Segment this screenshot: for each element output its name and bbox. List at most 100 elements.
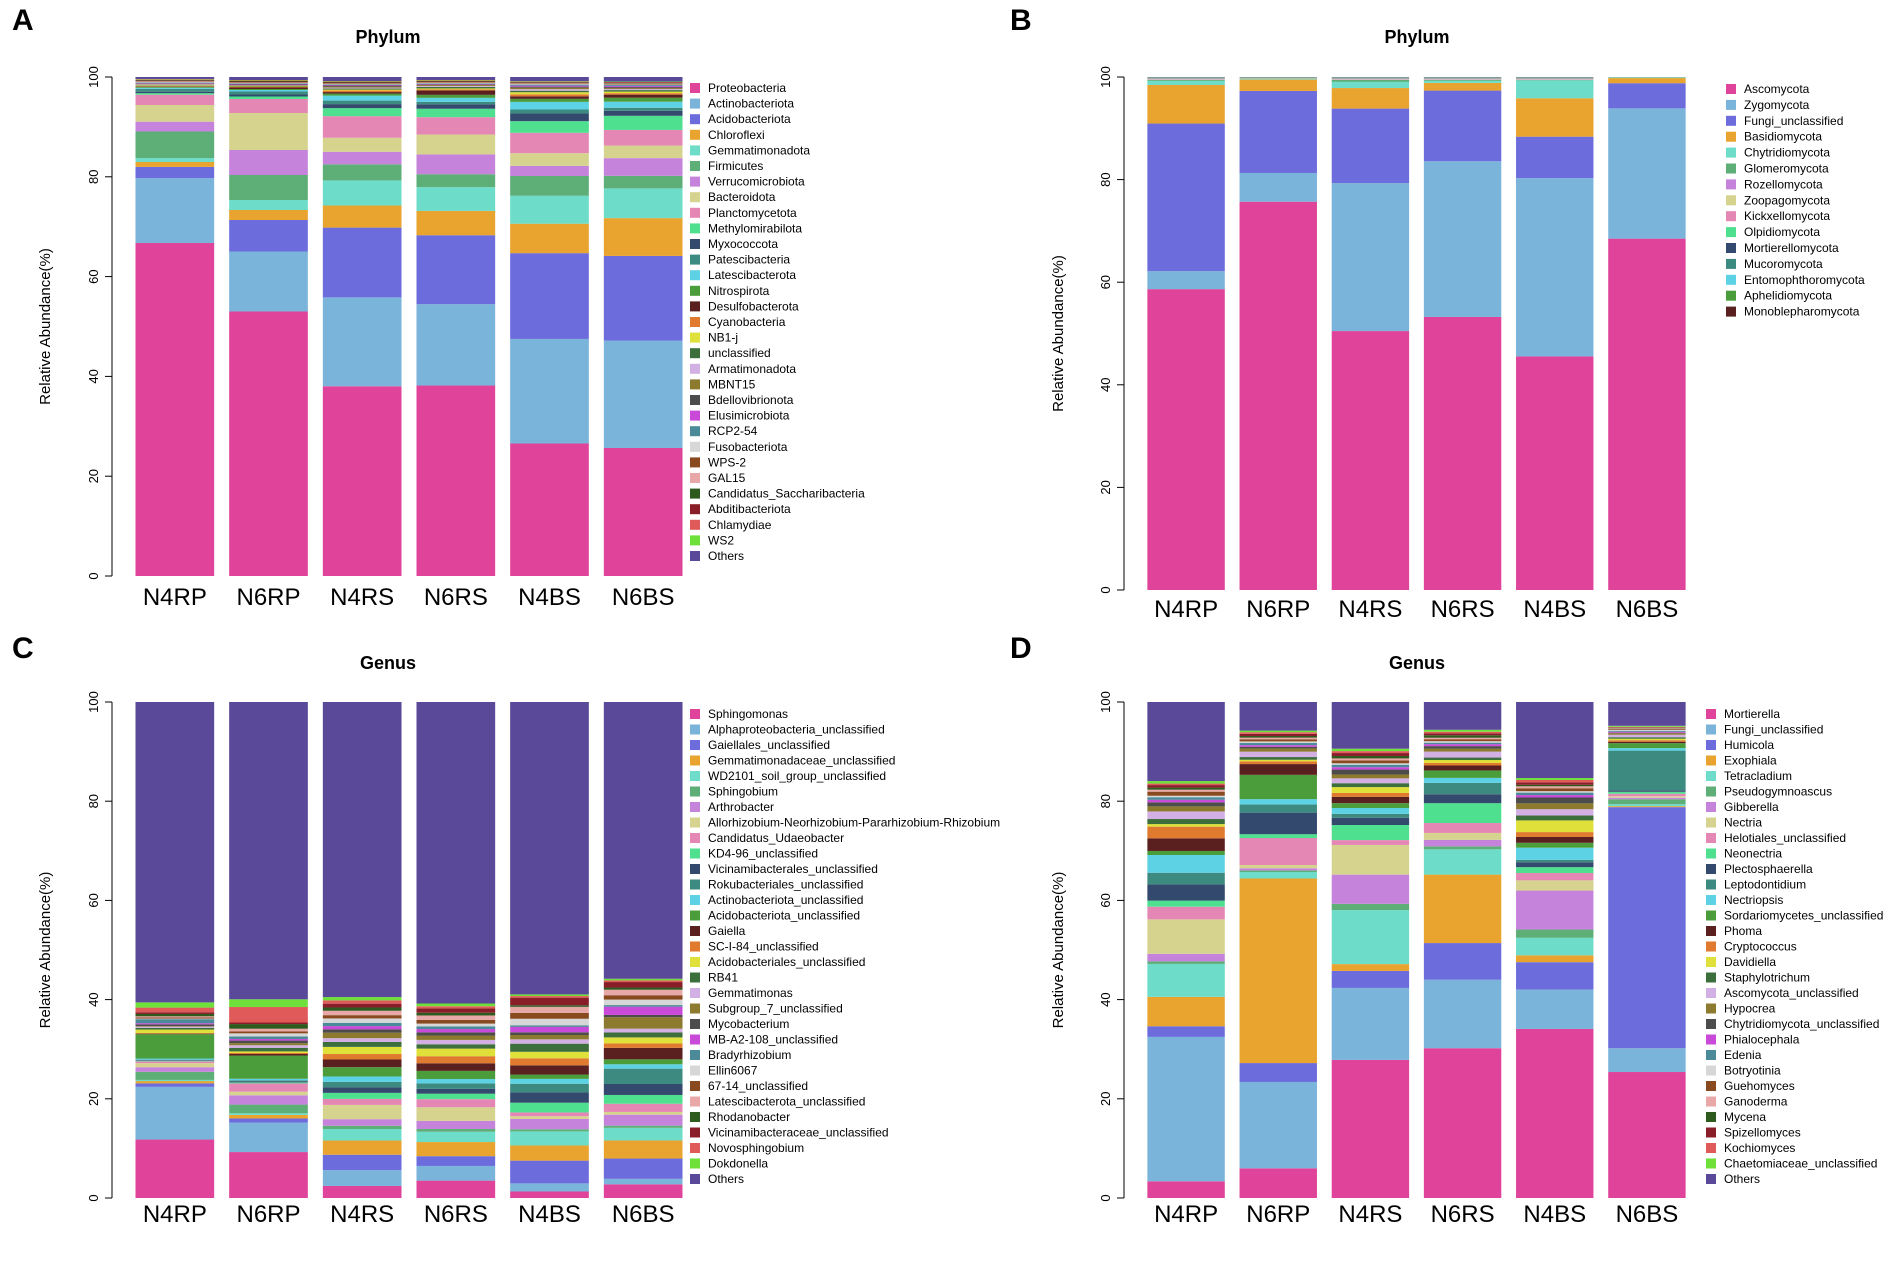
bar-segment xyxy=(229,85,308,86)
legend-label: Sordariomycetes_unclassified xyxy=(1724,909,1883,923)
legend-label: Exophiala xyxy=(1724,754,1777,768)
bar-segment xyxy=(1147,797,1225,800)
legend-swatch xyxy=(690,285,700,296)
legend-swatch xyxy=(1706,1019,1716,1029)
legend-swatch xyxy=(1706,771,1716,781)
bar-segment xyxy=(229,83,308,84)
legend-swatch xyxy=(690,833,700,843)
legend-swatch xyxy=(1706,786,1716,797)
bar-segment xyxy=(1608,1048,1686,1073)
y-tick-label: 20 xyxy=(1098,1092,1113,1106)
bar-segment xyxy=(1423,733,1502,736)
bar-segment xyxy=(1147,289,1225,590)
bar-segment xyxy=(1147,785,1225,788)
bar-segment xyxy=(135,1026,215,1028)
bar-segment xyxy=(416,1048,496,1057)
bar-segment xyxy=(416,79,496,81)
bar-segment xyxy=(229,1040,308,1044)
bar-segment xyxy=(603,1103,683,1112)
x-tick-label: N6RS xyxy=(1431,1201,1495,1228)
legend-swatch xyxy=(690,457,700,468)
bar-segment xyxy=(1423,757,1502,761)
bar-segment xyxy=(603,978,683,981)
bar-segment xyxy=(322,1022,402,1027)
bar-segment xyxy=(510,1051,589,1059)
bar-segment xyxy=(510,85,589,87)
bar-segment xyxy=(135,86,215,88)
bar-segment xyxy=(603,982,683,988)
legend-swatch xyxy=(1706,972,1716,983)
bar-segment xyxy=(603,81,683,83)
bar-segment xyxy=(1423,846,1502,850)
y-tick-label: 20 xyxy=(86,469,101,483)
bar-segment xyxy=(229,82,308,83)
bar-segment xyxy=(1423,702,1502,730)
y-tick-label: 0 xyxy=(1098,586,1113,593)
bar-segment xyxy=(1331,987,1410,1060)
bar-segment xyxy=(416,1056,496,1064)
legend-swatch xyxy=(690,1158,700,1169)
y-tick-label: 0 xyxy=(86,1194,101,1201)
legend-label: WPS-2 xyxy=(708,455,746,469)
bar-segment xyxy=(322,137,402,152)
bar-segment xyxy=(1239,748,1317,752)
legend-swatch xyxy=(1706,1174,1716,1184)
bar-segment xyxy=(416,97,496,102)
legend-swatch xyxy=(690,1174,700,1184)
x-tick-label: N4RS xyxy=(330,584,394,611)
legend-swatch xyxy=(690,1143,700,1153)
bar-segment xyxy=(416,1008,496,1013)
bar-segment xyxy=(603,1125,683,1128)
legend-swatch xyxy=(690,239,700,249)
bar-segment xyxy=(1331,817,1410,826)
bar-segment xyxy=(1423,849,1502,875)
legend-swatch xyxy=(690,317,700,327)
legend-swatch xyxy=(1706,941,1716,952)
legend-label: Leptodontidium xyxy=(1724,878,1806,892)
bar-segment xyxy=(510,195,589,224)
bar-segment xyxy=(1239,78,1317,80)
legend-swatch xyxy=(690,988,700,998)
bar-segment xyxy=(322,1170,402,1186)
bar-segment xyxy=(603,84,683,86)
legend-label: Botryotinia xyxy=(1724,1064,1781,1078)
chart-title: Phylum xyxy=(355,27,420,47)
bar-segment xyxy=(416,385,496,576)
bar-segment xyxy=(1147,919,1225,954)
y-tick-label: 100 xyxy=(86,691,101,713)
legend-swatch xyxy=(690,941,700,952)
legend-label: Acidobacteriota xyxy=(708,112,791,126)
bar-segment xyxy=(322,81,402,82)
legend-label: Aphelidiomycota xyxy=(1744,289,1832,303)
bar-segment xyxy=(229,77,308,80)
bar-segment xyxy=(322,180,402,206)
bar-segment xyxy=(1608,734,1686,738)
bar-segment xyxy=(510,83,589,84)
legend-swatch xyxy=(1726,84,1736,94)
bar-segment xyxy=(1239,1168,1317,1198)
bar-segment xyxy=(322,1046,402,1055)
bar-segment xyxy=(603,97,683,102)
bar-segment xyxy=(1516,778,1594,780)
bar-segment xyxy=(322,116,402,138)
bar-segment xyxy=(322,1000,402,1004)
bar-segment xyxy=(510,223,589,254)
y-tick-label: 80 xyxy=(1098,794,1113,808)
bar-segment xyxy=(1147,811,1225,820)
bar-segment xyxy=(416,83,496,85)
legend-label: Fungi_unclassified xyxy=(1724,723,1823,737)
panel-letter: C xyxy=(12,632,34,665)
bar-segment xyxy=(1239,868,1317,871)
bar-segment xyxy=(1147,855,1225,873)
bar-segment xyxy=(1147,1036,1225,1182)
legend-label: RCP2-54 xyxy=(708,424,758,438)
legend-swatch xyxy=(1706,1034,1716,1045)
bar-segment xyxy=(510,1112,589,1117)
bar-segment xyxy=(603,255,683,341)
legend-swatch xyxy=(1706,755,1716,766)
bar-segment xyxy=(229,200,308,210)
legend-swatch xyxy=(690,879,700,890)
bar-segment xyxy=(1239,757,1317,760)
bar-segment xyxy=(510,92,589,95)
bar-segment xyxy=(1423,943,1502,980)
